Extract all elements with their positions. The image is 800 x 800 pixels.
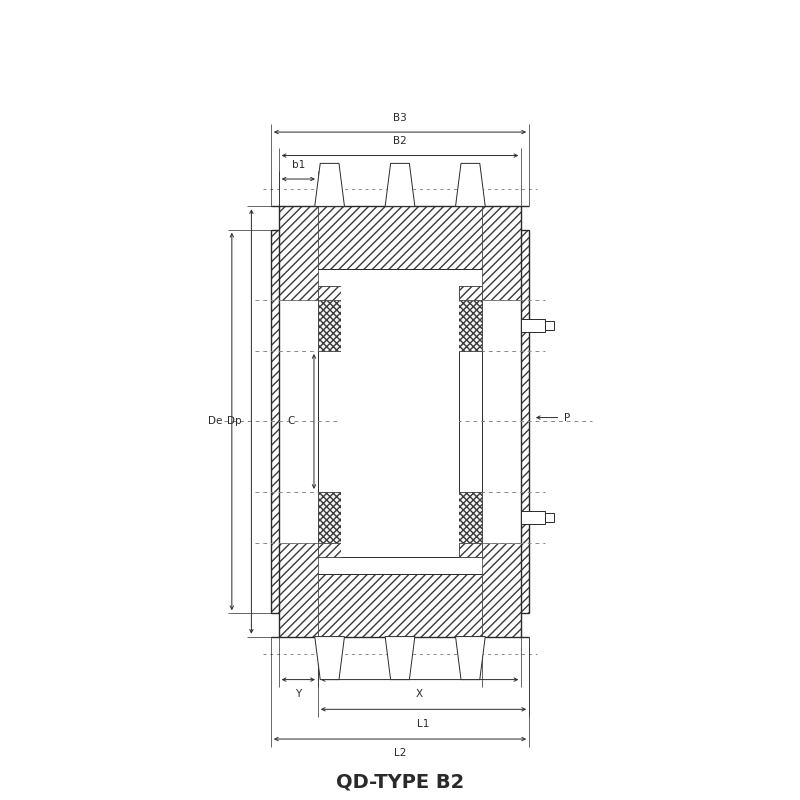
- Text: B2: B2: [393, 136, 407, 146]
- Bar: [318, 206, 482, 269]
- Polygon shape: [385, 163, 415, 206]
- Bar: [278, 542, 318, 637]
- Bar: [318, 542, 342, 557]
- Bar: [318, 300, 482, 351]
- Bar: [522, 319, 545, 332]
- Text: Y: Y: [295, 689, 302, 699]
- Bar: [318, 286, 342, 300]
- Bar: [458, 286, 482, 300]
- Bar: [318, 574, 482, 637]
- Bar: [458, 542, 482, 557]
- Text: X: X: [416, 689, 423, 699]
- Text: Dp: Dp: [227, 417, 242, 426]
- Polygon shape: [314, 637, 345, 679]
- Bar: [482, 206, 522, 300]
- Bar: [545, 513, 554, 522]
- Text: L2: L2: [394, 749, 406, 758]
- Polygon shape: [455, 163, 486, 206]
- Polygon shape: [314, 163, 345, 206]
- Bar: [482, 542, 522, 637]
- Text: C: C: [287, 417, 294, 426]
- Text: P: P: [564, 413, 570, 422]
- Text: b1: b1: [292, 160, 305, 170]
- Polygon shape: [385, 637, 415, 679]
- Bar: [318, 492, 482, 542]
- Bar: [522, 511, 545, 523]
- Text: QD-TYPE B2: QD-TYPE B2: [336, 773, 464, 791]
- Bar: [545, 321, 554, 330]
- Bar: [342, 286, 458, 557]
- Polygon shape: [455, 637, 486, 679]
- Text: B3: B3: [393, 113, 407, 122]
- Bar: [278, 206, 318, 300]
- Text: De: De: [208, 417, 222, 426]
- Bar: [522, 230, 529, 613]
- Bar: [271, 230, 278, 613]
- Text: L1: L1: [418, 718, 430, 729]
